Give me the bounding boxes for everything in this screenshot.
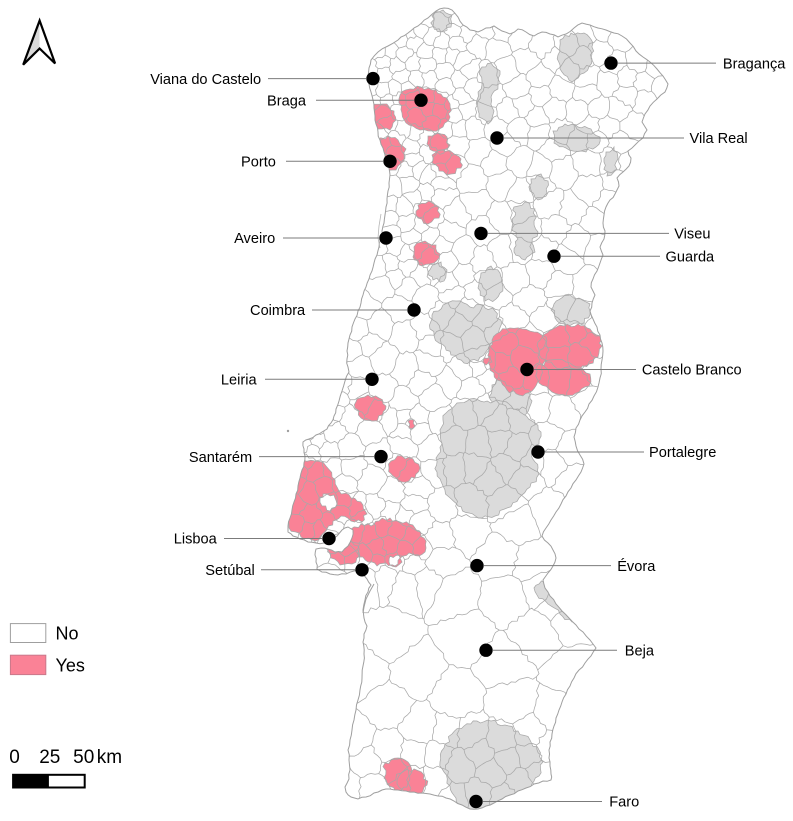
svg-text:Portalegre: Portalegre <box>649 445 716 461</box>
svg-text:Leiria: Leiria <box>221 373 258 389</box>
svg-text:Porto: Porto <box>241 155 276 171</box>
svg-text:50: 50 <box>73 747 94 768</box>
svg-text:Bragança: Bragança <box>723 56 786 72</box>
svg-text:Vila Real: Vila Real <box>690 131 748 147</box>
svg-text:Setúbal: Setúbal <box>205 563 255 579</box>
svg-text:Faro: Faro <box>609 795 639 811</box>
svg-text:0: 0 <box>9 747 20 768</box>
svg-text:Lisboa: Lisboa <box>174 532 218 548</box>
svg-text:Braga: Braga <box>267 93 307 109</box>
svg-text:25: 25 <box>39 747 60 768</box>
svg-text:km: km <box>97 747 122 768</box>
svg-text:No: No <box>56 623 79 643</box>
svg-text:Santarém: Santarém <box>189 450 252 466</box>
svg-text:Coimbra: Coimbra <box>250 303 306 319</box>
svg-text:Aveiro: Aveiro <box>234 231 275 247</box>
svg-text:Viana do Castelo: Viana do Castelo <box>150 72 261 88</box>
svg-text:Beja: Beja <box>625 643 655 659</box>
svg-text:Yes: Yes <box>56 656 85 676</box>
svg-text:Évora: Évora <box>617 558 656 575</box>
svg-text:Guarda: Guarda <box>666 249 716 265</box>
svg-text:Viseu: Viseu <box>674 227 710 243</box>
svg-text:Castelo Branco: Castelo Branco <box>642 363 742 379</box>
